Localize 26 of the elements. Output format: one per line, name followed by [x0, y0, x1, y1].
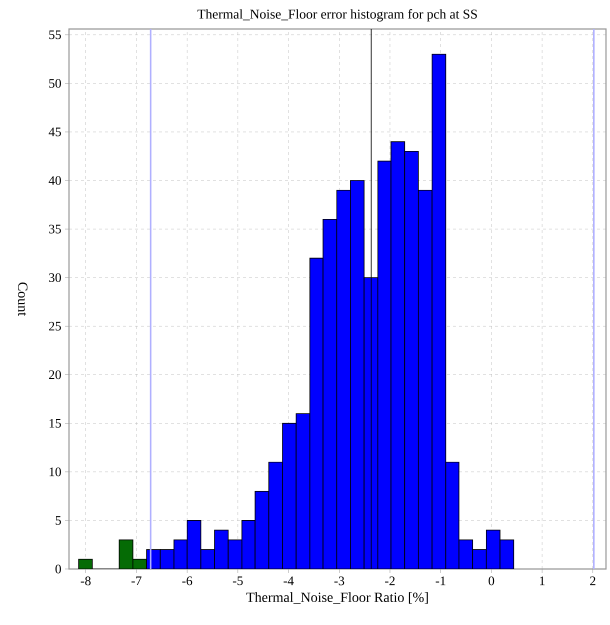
y-tick-label: 5: [56, 516, 61, 525]
y-tick-label: 10: [50, 467, 61, 476]
x-tick-label: -8: [80, 576, 91, 586]
y-tick-label: 15: [50, 418, 61, 428]
y-axis-title: Count: [18, 282, 28, 316]
x-tick-label: 2: [590, 576, 596, 586]
x-tick-label: -2: [385, 576, 395, 586]
y-tick-label: 45: [48, 128, 61, 136]
y-tick-label: 25: [49, 322, 61, 331]
x-tick-label: 1: [540, 576, 545, 586]
y-tick-label: 40: [48, 176, 61, 185]
y-tick-label: 20: [49, 370, 61, 380]
x-tick-label: -4: [284, 576, 294, 586]
x-tick-label: -1: [436, 576, 446, 586]
x-axis-title: Thermal_Noise_Floor Ratio [%]: [246, 592, 428, 604]
y-tick-label: 50: [49, 79, 61, 88]
x-tick-label: 0: [488, 576, 494, 586]
x-tick-label: -6: [182, 576, 192, 586]
x-tick-label: -5: [232, 576, 243, 586]
x-tick-label: -3: [334, 576, 344, 586]
chart-title: Thermal_Noise_Floor error histogram for pch at SS: [198, 9, 477, 22]
y-tick-label: 30: [49, 273, 61, 282]
y-tick-label: 35: [49, 224, 61, 234]
x-tick-label: -7: [132, 576, 142, 586]
y-tick-label: 0: [55, 564, 61, 574]
y-tick-label: 55: [49, 30, 61, 40]
